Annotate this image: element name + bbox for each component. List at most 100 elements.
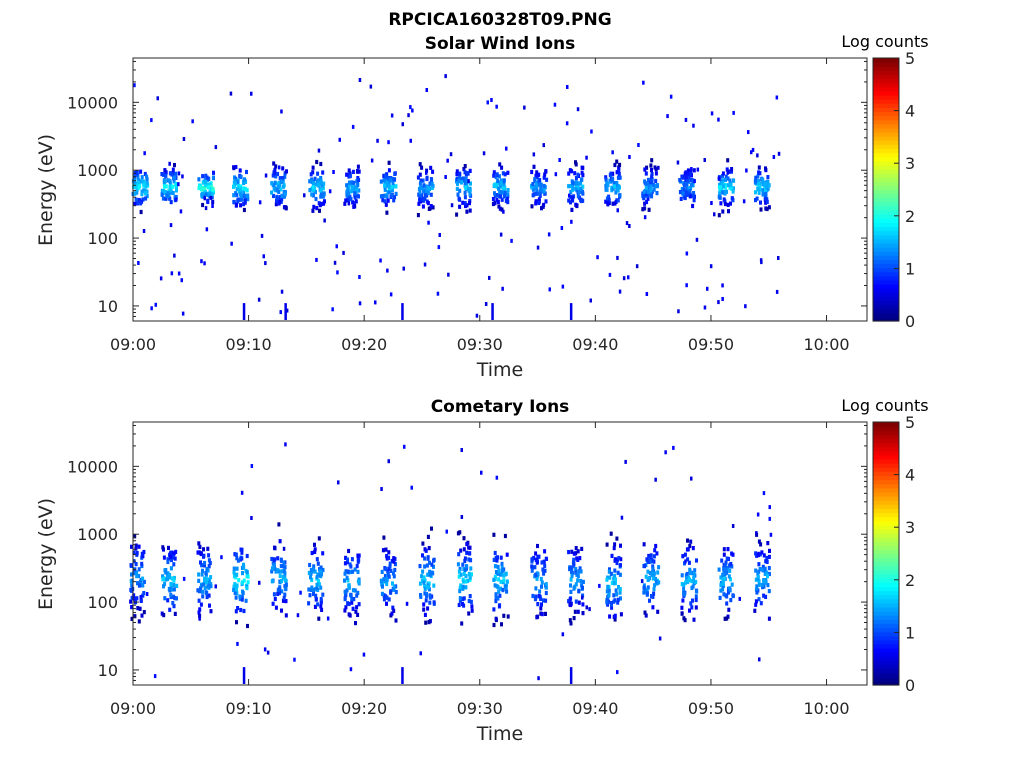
heatmap-cell [207,593,211,598]
heatmap-cell [351,124,355,129]
heatmap-cell [424,598,428,603]
heatmap-cell [174,175,178,180]
heatmap-cell [172,175,176,180]
heatmap-cell [235,587,238,592]
heatmap-cell [380,591,384,596]
colorbar-swatch [873,94,899,100]
heatmap-cell [730,564,734,569]
heatmap-cell [475,313,479,318]
heatmap-cell [574,546,578,551]
heatmap-cell [544,556,548,561]
heatmap-cell [277,184,281,189]
heatmap-cell [502,186,506,191]
heatmap-cell [692,571,696,576]
heatmap-cell [427,620,431,625]
heatmap-cell [645,199,649,205]
heatmap-cell [140,561,144,566]
heatmap-cell [648,598,651,603]
heatmap-cell [635,264,639,269]
heatmap-cell [720,181,724,186]
heatmap-cell [754,577,758,582]
heatmap-cell [685,174,688,180]
heatmap-cell [574,570,578,575]
heatmap-cell [532,164,536,169]
heatmap-cell [590,129,593,134]
colorbar-tick-label: 5 [905,49,915,68]
heatmap-cell [161,577,165,582]
heatmap-cell [719,201,723,206]
heatmap-cell [464,585,468,590]
heatmap-cell [458,598,462,603]
heatmap-cell [606,200,610,205]
heatmap-cell [277,165,281,170]
heatmap-cell [618,590,622,595]
heatmap-cell [450,203,454,208]
heatmap-cell [539,187,543,192]
heatmap-cell [672,445,675,450]
heatmap-cell [284,303,287,320]
heatmap-cell [234,181,237,186]
heatmap-cell [544,199,548,204]
colorbar-swatch [873,160,899,166]
heatmap-cell [765,555,769,561]
heatmap-cell [314,190,317,195]
heatmap-cell [276,556,280,561]
heatmap-cell [585,155,588,160]
heatmap-cell [686,578,690,584]
colorbar-swatch [873,660,899,666]
heatmap-cell [140,175,144,180]
y-axis-label-solar-wind: Energy (eV) [35,134,57,246]
heatmap-cell [627,275,630,280]
heatmap-cell [244,598,248,603]
heatmap-cell [274,569,278,574]
heatmap-cell [717,567,721,572]
heatmap-cell [727,574,731,579]
heatmap-cell [385,581,389,587]
heatmap-cell [613,573,617,578]
heatmap-cell [690,605,694,610]
heatmap-cell [130,595,134,600]
heatmap-cell [346,569,350,574]
heatmap-cell [497,204,501,209]
heatmap-cell [270,579,274,584]
heatmap-cell [458,596,462,601]
heatmap-cell [538,181,542,186]
heatmap-cell [202,582,206,587]
heatmap-cell [177,182,180,187]
heatmap-cell [458,188,462,193]
heatmap-cell [232,199,236,205]
heatmap-cell [312,564,316,569]
heatmap-cell [609,601,613,606]
heatmap-cell [458,176,462,181]
colorbar-swatch [873,82,899,88]
figure-title: RPCICA160328T09.PNG [388,10,611,30]
heatmap-cell [574,599,578,604]
heatmap-cell [405,601,409,606]
heatmap-cell [465,542,469,547]
heatmap-cell [607,592,611,598]
heatmap-cell [495,184,499,189]
heatmap-cell [317,148,321,153]
heatmap-cell [309,575,312,580]
colorbar-swatch [873,467,899,472]
heatmap-cell [608,178,612,183]
heatmap-cell [311,188,315,193]
heatmap-cell [283,592,287,597]
heatmap-cell [168,607,172,612]
heatmap-cell [467,571,471,576]
heatmap-cell [721,572,725,577]
heatmap-cell [676,160,680,165]
heatmap-cell [345,575,349,580]
heatmap-cell [349,667,353,672]
heatmap-cell [775,95,779,100]
heatmap-cell [201,594,205,599]
heatmap-cell [613,542,617,547]
heatmap-cell [460,621,464,626]
heatmap-cell [392,608,396,613]
heatmap-cell [234,165,238,169]
heatmap-cell [166,557,170,562]
heatmap-cell [650,174,654,179]
colorbar-swatch [873,574,899,579]
heatmap-cell [544,598,548,603]
heatmap-cell [570,198,574,203]
